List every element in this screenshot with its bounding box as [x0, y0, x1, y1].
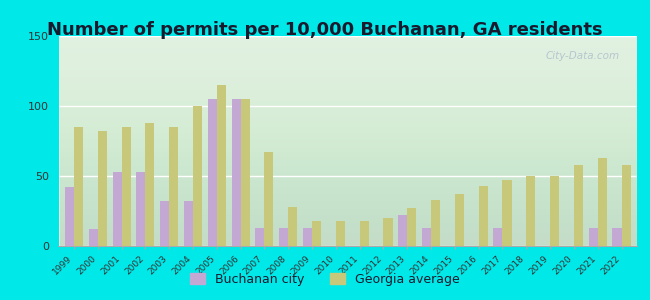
Bar [208, 99, 217, 246]
Bar [74, 127, 83, 246]
Bar [136, 172, 146, 246]
Bar [478, 186, 488, 246]
Bar [398, 215, 408, 246]
Bar [193, 106, 202, 246]
Bar [184, 201, 193, 246]
Bar [217, 85, 226, 246]
Text: City-Data.com: City-Data.com [545, 51, 619, 61]
Bar [598, 158, 606, 246]
Legend: Buchanan city, Georgia average: Buchanan city, Georgia average [185, 268, 465, 291]
Bar [574, 165, 583, 246]
Text: Number of permits per 10,000 Buchanan, GA residents: Number of permits per 10,000 Buchanan, G… [47, 21, 603, 39]
Bar [455, 194, 464, 246]
Bar [408, 208, 416, 246]
Bar [160, 201, 169, 246]
Bar [288, 207, 297, 246]
Bar [493, 228, 502, 246]
Bar [65, 187, 74, 246]
Bar [112, 172, 122, 246]
Bar [422, 228, 431, 246]
Bar [384, 218, 393, 246]
Bar [240, 99, 250, 246]
Bar [502, 180, 512, 246]
Bar [312, 221, 321, 246]
Bar [612, 228, 621, 246]
Bar [265, 152, 274, 246]
Bar [589, 228, 598, 246]
Bar [303, 228, 312, 246]
Bar [98, 131, 107, 246]
Bar [431, 200, 440, 246]
Bar [359, 221, 369, 246]
Bar [89, 229, 98, 246]
Bar [169, 127, 178, 246]
Bar [231, 99, 240, 246]
Bar [550, 176, 559, 246]
Bar [122, 127, 131, 246]
Bar [280, 228, 288, 246]
Bar [621, 165, 630, 246]
Bar [255, 228, 265, 246]
Bar [526, 176, 536, 246]
Bar [336, 221, 345, 246]
Bar [146, 123, 155, 246]
